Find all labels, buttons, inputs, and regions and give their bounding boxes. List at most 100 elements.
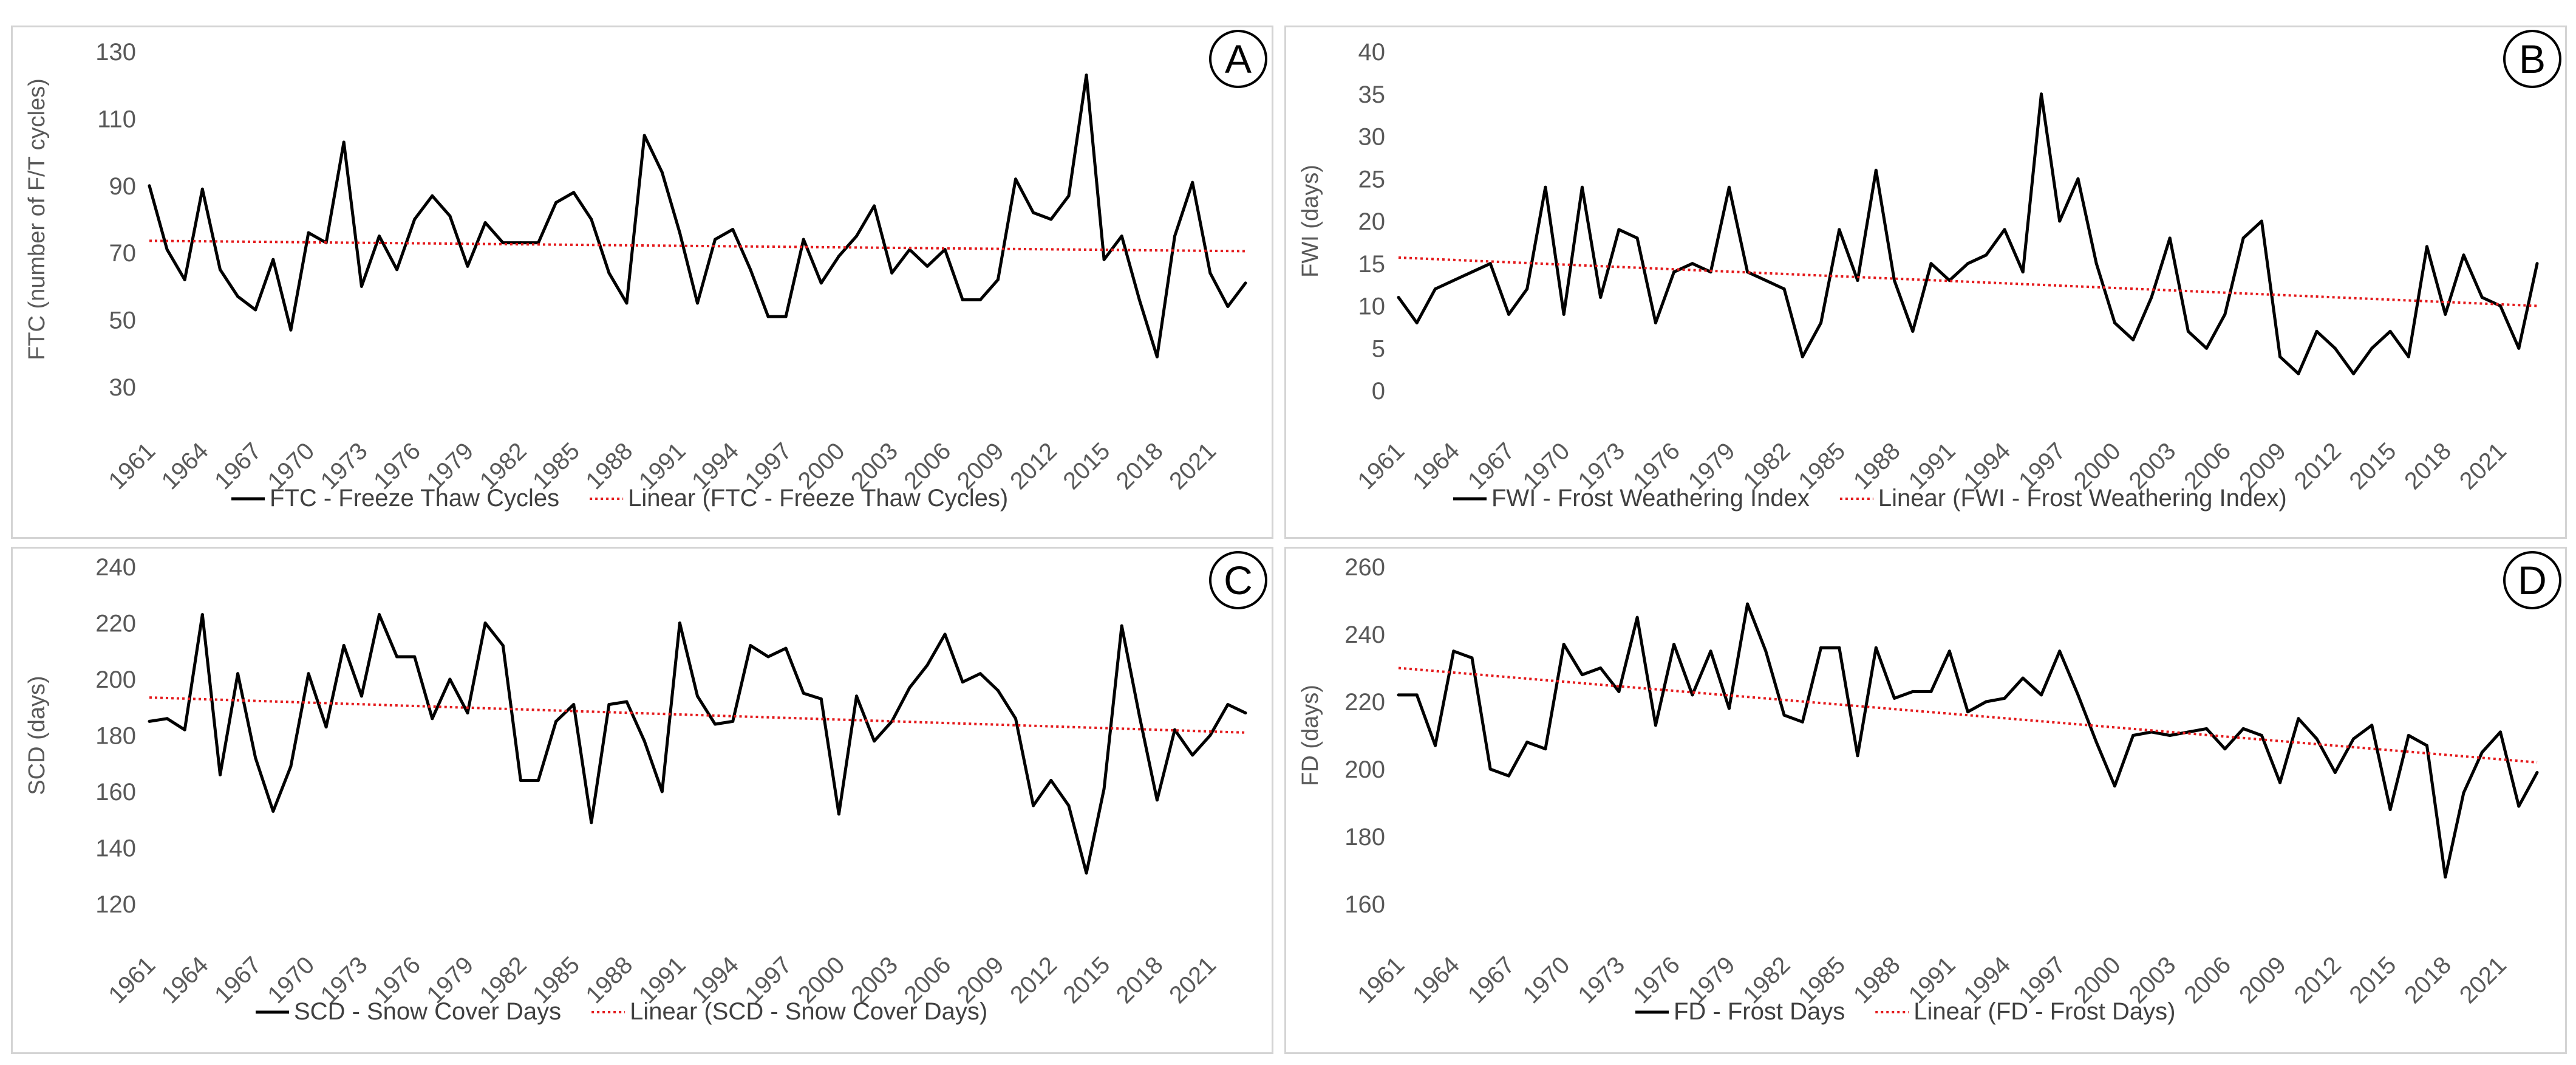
y-tick-label: 160 (1344, 891, 1385, 918)
data-point (2260, 734, 2263, 737)
panel-badge-label: A (1225, 36, 1252, 81)
data-point (2040, 92, 2043, 96)
data-point (1617, 228, 1621, 231)
x-tick-label: 2012 (1005, 951, 1062, 1008)
y-tick-label: 130 (95, 39, 136, 66)
x-tick-label: 2021 (1164, 437, 1221, 495)
panel-c: 120 140 160 180 200 220 240 SCD (days) 1961 1964 1… (11, 547, 1273, 1054)
data-point (2315, 737, 2319, 741)
data-point (1672, 270, 1676, 274)
data-point (1966, 262, 1969, 265)
data-point (324, 725, 328, 729)
data-point (148, 184, 151, 188)
panel-badge-label: D (2518, 558, 2547, 603)
data-point (1929, 690, 1933, 693)
y-axis-title: FTC (number of F/T cycles) (24, 78, 50, 360)
data-point (1672, 643, 1676, 646)
data-point (1764, 649, 1768, 653)
data-point (2388, 329, 2392, 333)
data-point (1155, 798, 1159, 802)
series-line (148, 74, 1247, 358)
data-point (731, 719, 735, 723)
data-point (2131, 734, 2135, 737)
data-point (642, 134, 646, 137)
data-point (359, 694, 363, 698)
data-point (1049, 217, 1053, 221)
data-point (1874, 168, 1878, 172)
data-point (165, 248, 169, 252)
data-point (1397, 296, 1400, 299)
data-point (572, 191, 576, 194)
data-point (2407, 355, 2410, 358)
data-point (1562, 643, 1566, 646)
data-point (219, 773, 222, 776)
data-point (2150, 296, 2153, 299)
x-tick-label: 1964 (157, 437, 214, 495)
data-point (307, 231, 310, 235)
legend-label-trend: Linear (FTC - Freeze Thaw Cycles) (628, 485, 1008, 512)
data-point (1911, 329, 1915, 333)
data-point (749, 268, 752, 272)
data-point (1782, 713, 1786, 717)
data-point (466, 264, 469, 268)
data-point (1819, 321, 1823, 324)
x-tick-label: 1961 (103, 437, 160, 495)
data-point (1691, 262, 1694, 265)
data-point (2370, 346, 2374, 350)
data-point (802, 238, 805, 241)
data-point (271, 258, 275, 261)
data-point (2076, 177, 2080, 180)
data-point (1067, 804, 1071, 807)
data-point (1102, 787, 1106, 790)
data-point (2021, 270, 2025, 274)
data-point (2131, 338, 2135, 341)
x-tick-label: 2012 (2289, 951, 2346, 1008)
data-point (1562, 312, 1566, 316)
data-point (943, 632, 947, 636)
data-point (607, 703, 611, 707)
data-point (1727, 707, 1731, 710)
x-tick-label: 1964 (1408, 437, 1465, 495)
data-point (378, 613, 381, 617)
data-point (819, 697, 823, 700)
data-point (996, 689, 1000, 692)
data-point (1635, 236, 1639, 240)
series-line (1399, 602, 2539, 879)
data-point (642, 739, 646, 743)
data-point (873, 204, 876, 208)
data-point (289, 328, 293, 332)
x-tick-label: 2012 (1005, 437, 1062, 495)
data-point (2223, 747, 2227, 751)
data-point (784, 646, 788, 650)
x-tick-label: 1988 (1849, 951, 1906, 1008)
data-point (2205, 346, 2209, 350)
data-point (1102, 258, 1106, 261)
data-point (714, 722, 717, 726)
data-point (696, 694, 699, 698)
data-point (2021, 676, 2025, 680)
x-tick-label: 1967 (210, 951, 267, 1008)
data-point (2168, 236, 2172, 240)
x-tick-label: 2009 (2234, 951, 2291, 1008)
x-tick-label: 1970 (1518, 951, 1575, 1008)
data-point (2425, 744, 2428, 747)
data-point (1244, 711, 1247, 714)
data-point (2113, 321, 2116, 324)
y-tick-label: 220 (95, 611, 136, 637)
panel-badge-label: B (2519, 36, 2546, 81)
data-point (2241, 236, 2245, 240)
data-point (1049, 779, 1053, 782)
x-tick-label: 1961 (1352, 437, 1409, 495)
y-tick-label: 240 (95, 554, 136, 581)
y-tick-label: 240 (1344, 622, 1385, 648)
data-point (2333, 346, 2337, 350)
data-point (607, 271, 611, 275)
data-point (1819, 646, 1823, 649)
data-point (2499, 730, 2502, 734)
data-point (1544, 185, 1547, 189)
y-tick-label: 15 (1358, 251, 1386, 278)
data-point (1525, 741, 1529, 744)
legend-label-trend: Linear (FWI - Frost Weathering Index) (1878, 485, 2287, 512)
data-point (413, 217, 417, 221)
